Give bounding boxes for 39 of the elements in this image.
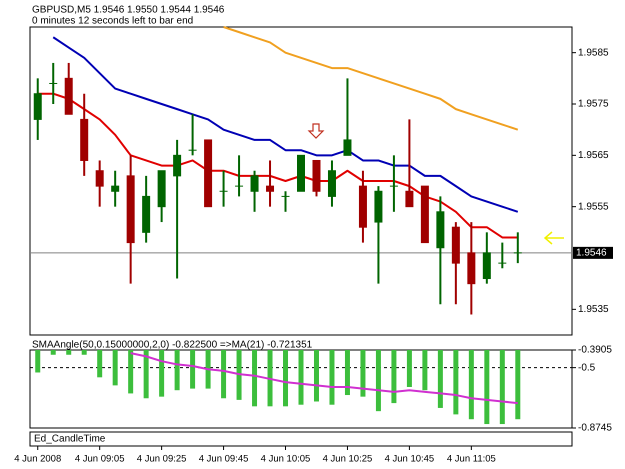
x-tick-label: 4 Jun 10:05 [260, 454, 310, 465]
x-tick-label: 4 Jun 2008 [14, 454, 62, 465]
candlestick [514, 231, 522, 264]
x-tick-label: 4 Jun 09:45 [198, 454, 248, 465]
line-series [222, 26, 519, 131]
x-tick-label: 4 Jun 10:45 [384, 454, 434, 465]
line-series [52, 36, 519, 213]
candlestick [96, 159, 104, 208]
candlestick [220, 170, 228, 208]
y-tick-label: 1.9535 [578, 304, 610, 315]
candlestick [405, 118, 414, 208]
text: Ed_CandleTime [34, 434, 106, 445]
candlestick [343, 77, 352, 156]
candlestick [266, 159, 274, 208]
line-series [130, 352, 519, 404]
chart-title: SMAAngle(50,0.15000000,2,0) -0.822500 =>MA(21) -0.721351 [32, 340, 313, 351]
y-tick-label: 1.9575 [578, 98, 610, 110]
ref-line-label: 1.9546 [576, 248, 608, 259]
chart-subtitle: 0 minutes 12 seconds left to bar end [32, 16, 194, 27]
y-tick-label: 1.9555 [578, 201, 610, 212]
x-tick-label: 4 Jun 09:05 [74, 454, 125, 465]
candlestick [173, 138, 182, 280]
y-tick-label: 1.9565 [578, 150, 610, 161]
candlestick [282, 190, 290, 213]
y-tick-label: -0.3905 [578, 344, 612, 356]
x-tick-label: 4 Jun 09:25 [136, 454, 186, 465]
x-tick-label: 4 Jun 11:05 [446, 454, 496, 465]
chart-title: GBPUSD,M5 1.9546 1.9550 1.9544 1.9546 [32, 4, 225, 16]
candlestick [49, 62, 58, 105]
candlestick [235, 154, 244, 198]
candlestick [250, 170, 259, 213]
candlestick [498, 242, 506, 270]
candlestick [390, 154, 398, 213]
x-tick-label: 4 Jun 10:25 [322, 454, 372, 465]
candlestick [111, 170, 120, 208]
y-tick-label: -0.8745 [578, 422, 612, 434]
y-tick-label: -0.5 [578, 362, 596, 374]
candlestick [188, 113, 197, 156]
y-tick-label: 1.9585 [578, 47, 610, 58]
